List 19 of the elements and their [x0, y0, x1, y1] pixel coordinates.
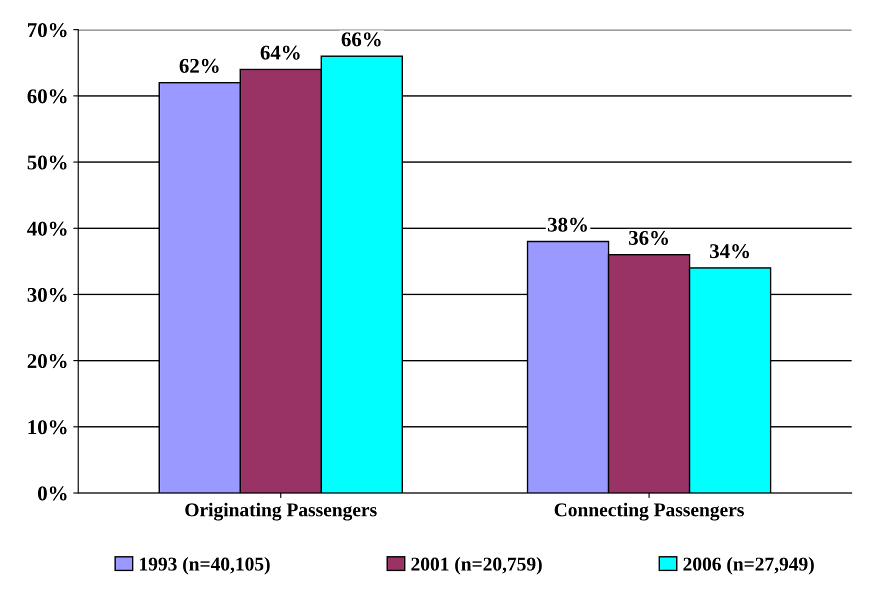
y-tick-label: 0%: [38, 486, 67, 501]
y-tick-label: 70%: [28, 23, 67, 38]
data-label: 62%: [180, 58, 219, 73]
legend-label: 2001 (n=20,759): [411, 556, 542, 575]
data-label: 38%: [548, 218, 587, 232]
y-tick-label: 40%: [27, 222, 67, 236]
legend-label: 2006 (n=27,949): [683, 556, 814, 575]
data-label: 64%: [260, 46, 300, 60]
y-tick-label: 20%: [28, 354, 67, 368]
data-label: 34%: [710, 244, 749, 258]
y-tick-label: 60%: [28, 89, 67, 104]
x-tick-label: Connecting Passengers: [554, 502, 744, 521]
y-tick-label: 30%: [28, 288, 67, 302]
legend-label: 1993 (n=40,105): [140, 556, 270, 575]
data-label: 36%: [629, 230, 668, 246]
data-label: 66%: [342, 32, 381, 46]
y-tick-label: 10%: [28, 420, 67, 434]
x-tick-label: Originating Passengers: [185, 502, 377, 521]
y-tick-label: 50%: [28, 155, 67, 170]
